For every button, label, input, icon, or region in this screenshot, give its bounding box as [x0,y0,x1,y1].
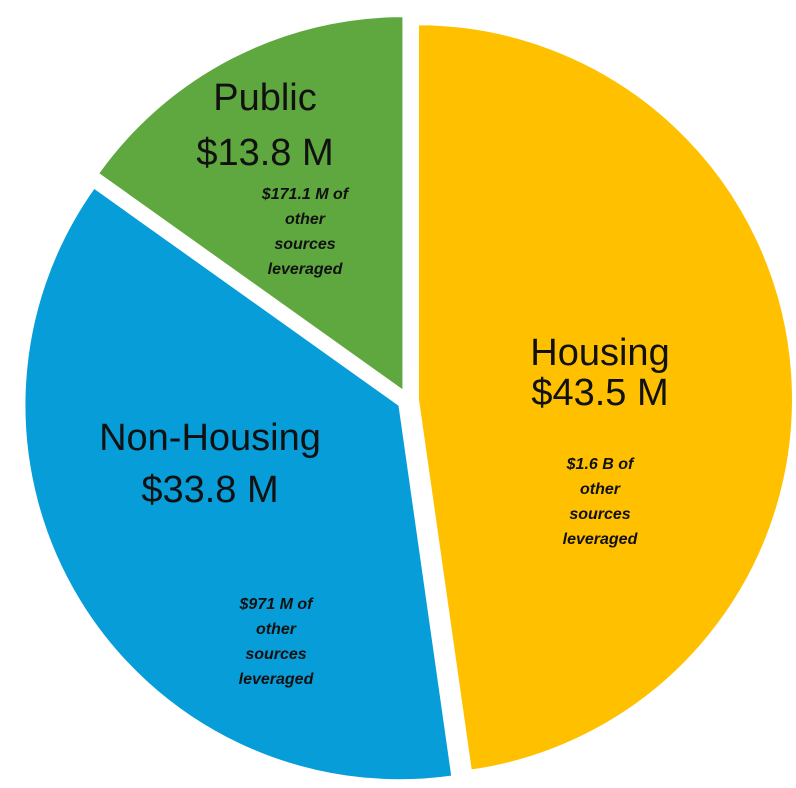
slice-label: Public [213,77,317,119]
pie-slice [416,23,794,772]
annotation: leveraged [268,261,344,278]
annotation: other [285,211,326,228]
pie-slice [23,186,454,782]
value-label: $33.8 M [141,469,278,511]
annotation: sources [569,506,630,523]
annotation: leveraged [239,671,315,688]
annotation: $1.6 B of [566,456,635,473]
value-label: $13.8 M [196,132,333,174]
pie-slice [96,15,405,394]
annotation: $971 M of [239,596,315,613]
annotation: other [256,621,297,638]
slice-label: Housing [530,332,669,374]
annotation: other [580,481,621,498]
annotation: leveraged [563,531,639,548]
annotation: sources [245,646,306,663]
annotation: sources [274,236,335,253]
annotation: $171.1 M of [261,186,350,203]
value-label: $43.5 M [531,372,668,414]
slice-label: Non-Housing [99,417,321,459]
